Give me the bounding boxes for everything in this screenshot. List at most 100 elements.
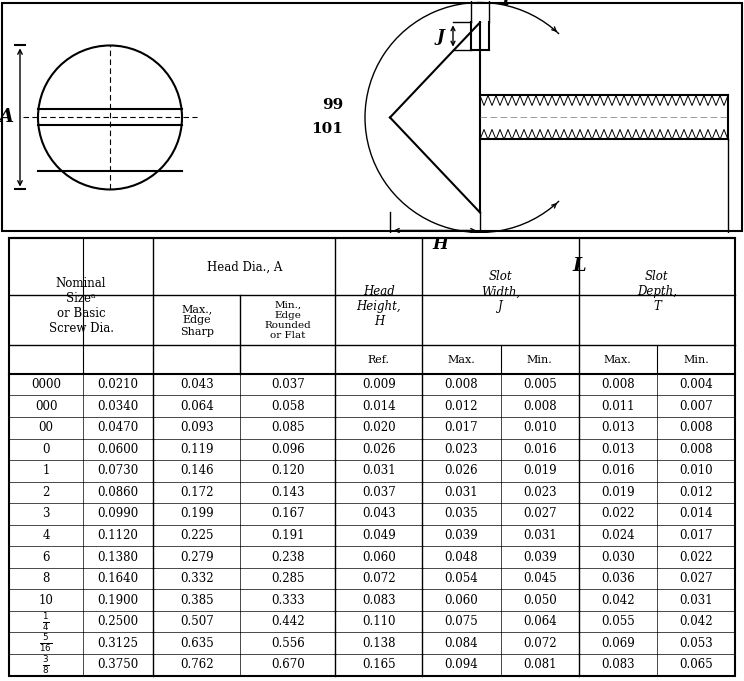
Text: 0.054: 0.054 xyxy=(445,572,478,585)
Text: 0.332: 0.332 xyxy=(180,572,214,585)
Text: 0.022: 0.022 xyxy=(679,550,713,564)
Text: 0.043: 0.043 xyxy=(180,378,214,391)
Text: 0.008: 0.008 xyxy=(679,422,713,434)
Text: 0.030: 0.030 xyxy=(601,550,635,564)
Text: 0.009: 0.009 xyxy=(362,378,396,391)
Text: 0.165: 0.165 xyxy=(362,659,396,671)
Text: 0.096: 0.096 xyxy=(271,443,304,456)
Text: 0.026: 0.026 xyxy=(362,443,396,456)
Text: 0.0210: 0.0210 xyxy=(97,378,138,391)
Text: 0.031: 0.031 xyxy=(679,594,713,607)
Text: 0.026: 0.026 xyxy=(445,464,478,477)
Text: 0.012: 0.012 xyxy=(679,486,713,499)
Text: 0.064: 0.064 xyxy=(523,615,557,628)
Text: 0.023: 0.023 xyxy=(445,443,478,456)
Text: $\mathregular{\frac{5}{16}}$: $\mathregular{\frac{5}{16}}$ xyxy=(39,632,53,654)
Text: 0.167: 0.167 xyxy=(271,507,304,520)
Text: 0.008: 0.008 xyxy=(601,378,635,391)
Text: 0.031: 0.031 xyxy=(445,486,478,499)
Text: 0.064: 0.064 xyxy=(180,400,214,413)
Text: 0.058: 0.058 xyxy=(271,400,304,413)
Text: 0.069: 0.069 xyxy=(601,637,635,650)
Text: 0.010: 0.010 xyxy=(523,422,557,434)
Text: 0.055: 0.055 xyxy=(601,615,635,628)
Text: 0.285: 0.285 xyxy=(271,572,304,585)
Text: Max.: Max. xyxy=(448,355,475,364)
Text: 3: 3 xyxy=(42,507,50,520)
Text: 0.119: 0.119 xyxy=(180,443,214,456)
Text: 0.004: 0.004 xyxy=(679,378,713,391)
Text: J: J xyxy=(437,28,445,45)
Text: 0.143: 0.143 xyxy=(271,486,304,499)
Text: 0.081: 0.081 xyxy=(523,659,557,671)
Text: 0.060: 0.060 xyxy=(362,550,396,564)
Text: 000: 000 xyxy=(35,400,57,413)
Text: Head Dia., A: Head Dia., A xyxy=(207,260,282,273)
Text: 0.014: 0.014 xyxy=(362,400,396,413)
Text: H: H xyxy=(432,236,448,253)
Text: 0.762: 0.762 xyxy=(180,659,214,671)
Text: 4: 4 xyxy=(42,529,50,542)
Text: 0.036: 0.036 xyxy=(601,572,635,585)
Text: Max.,
Edge
Sharp: Max., Edge Sharp xyxy=(180,304,214,337)
Text: 0.0470: 0.0470 xyxy=(97,422,139,434)
Text: 0.039: 0.039 xyxy=(523,550,557,564)
Text: Min.: Min. xyxy=(683,355,709,364)
Text: 0.191: 0.191 xyxy=(271,529,304,542)
Text: 0.045: 0.045 xyxy=(523,572,557,585)
Text: 0.037: 0.037 xyxy=(271,378,304,391)
Text: Nominal
Sizeᵃ
or Basic
Screw Dia.: Nominal Sizeᵃ or Basic Screw Dia. xyxy=(48,277,114,335)
Text: 0.027: 0.027 xyxy=(523,507,557,520)
Text: 0.048: 0.048 xyxy=(445,550,478,564)
Text: 0.013: 0.013 xyxy=(601,443,635,456)
Text: 0.507: 0.507 xyxy=(180,615,214,628)
Text: 0.0990: 0.0990 xyxy=(97,507,139,520)
Text: 0.333: 0.333 xyxy=(271,594,304,607)
Text: 0: 0 xyxy=(42,443,50,456)
Text: 0.008: 0.008 xyxy=(523,400,557,413)
Text: 0.0600: 0.0600 xyxy=(97,443,139,456)
Text: 0.050: 0.050 xyxy=(523,594,557,607)
Text: 0.005: 0.005 xyxy=(523,378,557,391)
Text: 0.0860: 0.0860 xyxy=(97,486,138,499)
Text: 0.442: 0.442 xyxy=(271,615,304,628)
Text: 0.007: 0.007 xyxy=(679,400,713,413)
Text: 0.043: 0.043 xyxy=(362,507,396,520)
Text: 0.385: 0.385 xyxy=(180,594,214,607)
Text: 0.3750: 0.3750 xyxy=(97,659,139,671)
Text: 0.3125: 0.3125 xyxy=(97,637,138,650)
Text: 0.049: 0.049 xyxy=(362,529,396,542)
Text: 99: 99 xyxy=(321,99,343,112)
Text: 0.039: 0.039 xyxy=(445,529,478,542)
Text: 6: 6 xyxy=(42,550,50,564)
Text: 0.1120: 0.1120 xyxy=(97,529,138,542)
Text: T: T xyxy=(499,0,511,9)
Text: 0.635: 0.635 xyxy=(180,637,214,650)
Text: 0.060: 0.060 xyxy=(445,594,478,607)
Text: 0.020: 0.020 xyxy=(362,422,396,434)
Text: 0.013: 0.013 xyxy=(601,422,635,434)
Text: 0.017: 0.017 xyxy=(445,422,478,434)
Text: 0.075: 0.075 xyxy=(445,615,478,628)
Text: 0.072: 0.072 xyxy=(523,637,557,650)
Text: 0.016: 0.016 xyxy=(523,443,557,456)
Text: 0000: 0000 xyxy=(31,378,61,391)
Text: Slot
Depth,
T: Slot Depth, T xyxy=(637,270,677,313)
Text: Head
Height,
H: Head Height, H xyxy=(356,285,401,328)
Text: 0.042: 0.042 xyxy=(601,594,635,607)
Text: 0.199: 0.199 xyxy=(180,507,214,520)
Text: 0.172: 0.172 xyxy=(180,486,214,499)
Text: 0.008: 0.008 xyxy=(445,378,478,391)
Text: Max.: Max. xyxy=(604,355,632,364)
Text: 0.2500: 0.2500 xyxy=(97,615,138,628)
Text: Min.: Min. xyxy=(527,355,553,364)
Text: 0.023: 0.023 xyxy=(523,486,557,499)
Text: 0.031: 0.031 xyxy=(523,529,557,542)
Text: 0.022: 0.022 xyxy=(601,507,635,520)
Text: 0.238: 0.238 xyxy=(271,550,304,564)
Text: 0.084: 0.084 xyxy=(445,637,478,650)
Text: 1: 1 xyxy=(42,464,50,477)
Text: 0.083: 0.083 xyxy=(601,659,635,671)
Text: 0.085: 0.085 xyxy=(271,422,304,434)
Text: 0.065: 0.065 xyxy=(679,659,713,671)
